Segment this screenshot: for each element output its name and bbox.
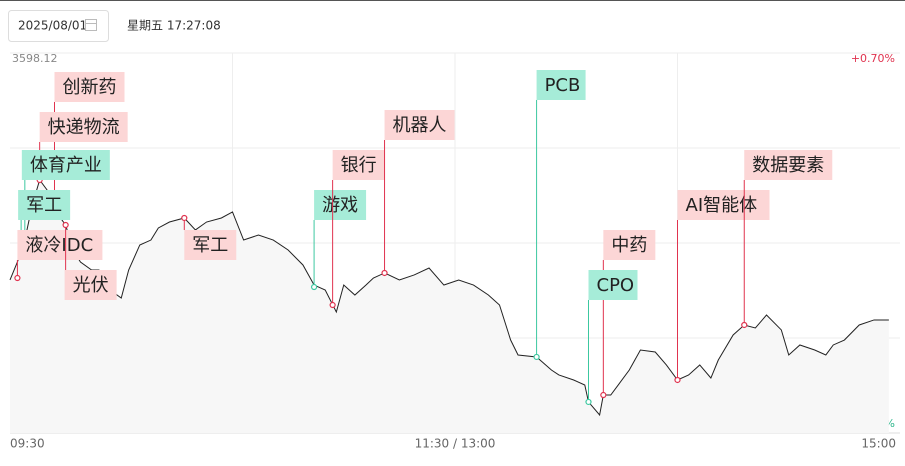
annotation-box xyxy=(39,112,128,142)
annotation-point xyxy=(741,321,748,329)
date: 2025/08/01 xyxy=(18,19,87,33)
annotation-label: 创新药 xyxy=(63,77,117,98)
annotation-box xyxy=(603,230,656,260)
date-picker[interactable] xyxy=(8,10,109,42)
annotation-point xyxy=(674,376,681,384)
annotation-point xyxy=(585,398,592,406)
annotation-point xyxy=(533,353,540,361)
annotation-label: AI智能体 xyxy=(686,195,758,216)
x-tick-label: 15:00 xyxy=(861,437,896,451)
annotation-label: 银行 xyxy=(341,155,377,176)
annotation-box xyxy=(64,270,117,300)
y-tick-label: 3598.12 xyxy=(12,52,58,65)
annotation-label: 数据要素 xyxy=(752,155,824,176)
annotation-box xyxy=(384,110,455,140)
annotation-point xyxy=(14,274,21,282)
annotation-label: 快递物流 xyxy=(48,117,120,138)
x-tick-label: 09:30 xyxy=(10,437,45,451)
annotation-label: 中药 xyxy=(611,235,647,256)
annotation-box xyxy=(184,230,237,260)
annotation-box xyxy=(17,230,103,260)
weekday-time: 星期五 17:27:08 xyxy=(127,19,221,33)
annotation-box xyxy=(332,150,385,180)
annotation-box xyxy=(536,70,586,100)
annotation-box xyxy=(588,270,638,300)
x-tick-label: 11:30 / 13:00 xyxy=(415,437,496,451)
annotation-point xyxy=(62,221,69,229)
annotation-point xyxy=(329,301,336,309)
annotation-point xyxy=(381,269,388,277)
annotation-box xyxy=(54,72,125,102)
annotation-label: CPO xyxy=(597,275,635,296)
annotation-box xyxy=(314,190,367,220)
annotation-label: PCB xyxy=(545,75,581,96)
annotation-box xyxy=(744,150,833,180)
annotation-label: 光伏 xyxy=(73,275,109,296)
annotation-point xyxy=(600,391,607,399)
annotation-point xyxy=(310,283,318,291)
annotation-label: 体育产业 xyxy=(30,155,102,176)
annotation-label: 军工 xyxy=(192,235,228,256)
annotation-label: 机器人 xyxy=(393,115,447,136)
calendar-icon xyxy=(85,19,97,31)
annotation-label: 液冷IDC xyxy=(25,235,93,256)
annotation-point xyxy=(181,214,188,222)
annotation-label: 游戏 xyxy=(322,195,358,216)
annotation-box xyxy=(677,190,770,220)
y2-tick-label: +0.70% xyxy=(851,52,895,65)
annotation-label: 军工 xyxy=(26,195,62,216)
annotation-box xyxy=(21,150,110,180)
price-line xyxy=(9,178,889,417)
annotation-box xyxy=(18,190,71,220)
